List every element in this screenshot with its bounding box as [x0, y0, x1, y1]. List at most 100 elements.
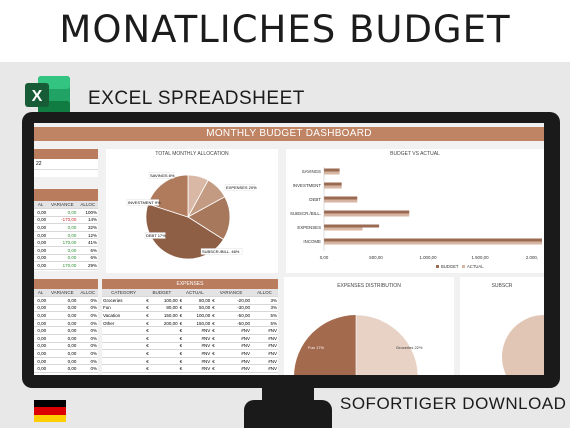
category-cell [102, 326, 146, 336]
bva-tick-label: 1.000,00 [419, 255, 437, 260]
category-cell: Other [102, 319, 146, 328]
actual-cell: 50,00 [185, 304, 212, 313]
alloc-cell: #NV [250, 342, 278, 351]
table-row: € € #NV € #NV #NV [102, 326, 278, 336]
expenses-distribution-chart: Fun 17% Groceries 22% [294, 314, 423, 375]
actual-cell: 0,00 [34, 357, 48, 366]
exp-pie-label: Groceries 22% [396, 345, 423, 350]
bva-budget-bar [324, 196, 358, 200]
pie-label: SUBSCR./BILL. 46% [202, 249, 240, 254]
actual-cell: 0,00 [34, 296, 48, 305]
table-row: Vacation €150,00 €100,00 € -50,00 5% [102, 311, 278, 320]
budget-vs-actual-chart: SAVINGS INVESTMENT DEBT SUBSCR./BILL. EXPENS… [290, 167, 542, 269]
col-header: ALLOC [77, 289, 98, 298]
dashboard-title: MONTHLY BUDGET DASHBOARD [34, 127, 544, 141]
instant-download-label: SOFORTIGER DOWNLOAD [340, 394, 567, 413]
alloc-cell: 5% [250, 319, 278, 328]
actual-cell: 0,00 [34, 208, 48, 217]
col-header: ACTUAL [178, 289, 212, 298]
actual-cell: 0,00 [34, 261, 48, 270]
exp-pie-label: Fun 17% [308, 345, 324, 350]
variance-cell: #NV [220, 357, 251, 366]
variance-cell: 0,00 [47, 296, 78, 305]
category-cell: Groceries [102, 296, 146, 305]
legend-budget-swatch [436, 265, 439, 268]
col-header: AL [34, 201, 48, 210]
currency-cell: € [145, 326, 153, 336]
category-cell: Vacation [102, 311, 146, 320]
actual-cell: 0,00 [34, 364, 48, 374]
alloc-cell: #NV [250, 364, 278, 374]
actual-cell: 0,00 [34, 311, 48, 320]
actual-cell: 0,00 [34, 326, 48, 336]
budget-cell [152, 364, 179, 374]
table-row: € € #NV € #NV #NV [102, 364, 278, 374]
bva-budget-bar [324, 238, 542, 242]
budget-cell [152, 326, 179, 336]
col-header: ALLOC [77, 201, 98, 210]
alloc-cell: #NV [250, 334, 278, 343]
bva-category-label: EXPENSES [297, 225, 321, 230]
table-row: € € #NV € #NV #NV [102, 342, 278, 351]
actual-cell: #NV [185, 357, 212, 366]
actual-cell: #NV [185, 334, 212, 343]
page-title: MONATLICHES BUDGET [59, 8, 511, 51]
monitor-stand-neck [262, 386, 314, 404]
budget-cell: 100,00 [152, 296, 179, 305]
actual-cell: 0,00 [34, 334, 48, 343]
alloc-cell: 0% [77, 326, 98, 336]
actual-cell: #NV [185, 364, 212, 374]
variance-cell: -20,00 [220, 296, 251, 305]
bva-category-label: DEBT [309, 197, 321, 202]
budget-cell [152, 334, 179, 343]
subscriptions-chart [502, 315, 544, 375]
table-row: 0,00 0,00 0% [34, 319, 98, 328]
allocation-pie-title: TOTAL MONTHLY ALLOCATION [155, 151, 229, 157]
currency-cell: € [178, 349, 186, 358]
variance-cell: -50,00 [220, 311, 251, 320]
col-header: VARIANCE [211, 289, 251, 298]
alloc-cell: 100% [77, 208, 98, 217]
table-row: 0,00 0,00 0% [34, 296, 98, 305]
pie-label-box [144, 232, 166, 239]
excel-icon: X [25, 76, 70, 114]
variance-cell: 0,00 [47, 311, 78, 320]
currency-cell: € [211, 304, 221, 313]
currency-cell: € [178, 296, 186, 305]
expenses-distribution-panel: EXPENSES DISTRIBUTION Fun 17% Groceries 2… [284, 277, 454, 375]
alloc-cell: 0% [77, 311, 98, 320]
bva-category-label: SUBSCR./BILL. [290, 211, 321, 216]
variance-cell: 0,00 [47, 231, 78, 240]
variance-cell: 0,00 [47, 364, 78, 374]
currency-cell: € [211, 349, 221, 358]
col-header: VARIANCE [47, 201, 78, 210]
table-row: 0,00 0,00 0% [34, 334, 98, 343]
actual-cell: 0,00 [34, 223, 48, 232]
table-row: 0,00 0,00 0% [34, 311, 98, 320]
excel-spreadsheet-label: EXCEL SPREADSHEET [88, 88, 305, 109]
table-row: 0,00 0,00 12% [34, 231, 98, 240]
currency-cell: € [145, 334, 153, 343]
variance-cell: -50,00 [220, 319, 251, 328]
currency-cell: € [211, 319, 221, 328]
income-table: AL VARIANCE ALLOC 0,00 0,00 100% 0,00 -170,0… [34, 201, 98, 270]
alloc-cell: 0% [77, 296, 98, 305]
monitor-stand-base [244, 400, 332, 428]
bva-budget-bar [324, 224, 380, 228]
currency-cell: € [178, 342, 186, 351]
expenses-header: EXPENSES [102, 279, 278, 289]
table-row: 0,00 -170,00 14% [34, 216, 98, 225]
actual-cell: 0,00 [34, 342, 48, 351]
variance-cell: #NV [220, 326, 251, 336]
currency-cell: € [211, 311, 221, 320]
variance-cell: -30,00 [220, 304, 251, 313]
left-lower-table-panel: AL VARIANCE ALLOC 0,00 0,00 0% 0,00 0,00 0% 0,… [34, 279, 98, 375]
currency-cell: € [211, 357, 221, 366]
currency-cell: € [211, 326, 221, 336]
col-header: BUDGET [145, 289, 179, 298]
actual-cell: 100,00 [185, 311, 212, 320]
top-banner [0, 0, 570, 62]
variance-cell: 170,00 [47, 261, 78, 270]
alloc-cell: 5% [250, 311, 278, 320]
currency-cell: € [178, 326, 186, 336]
